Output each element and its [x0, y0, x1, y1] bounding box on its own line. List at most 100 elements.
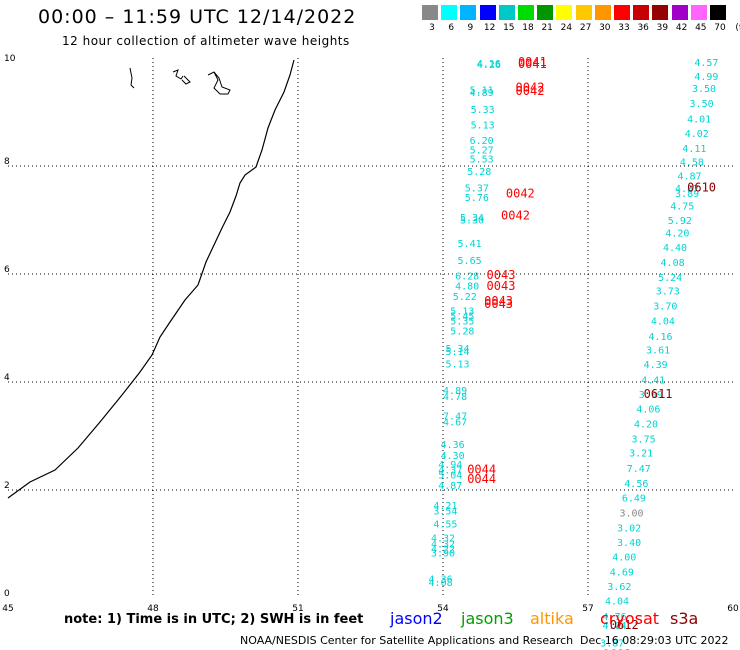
wave-height-label: 3.70: [653, 301, 677, 312]
wave-height-label: 4.87: [438, 481, 462, 492]
wave-height-label: 4.36: [429, 575, 453, 586]
wave-height-label: 5.34: [460, 213, 484, 224]
timestamp-text: Dec 16 08:29:03 UTC 2022: [580, 634, 729, 647]
x-tick-label: 45: [2, 604, 13, 614]
wave-height-label: 3.73: [656, 287, 680, 298]
wave-height-label: 4.39: [644, 360, 668, 371]
footnote: note: 1) Time is in UTC; 2) SWH is in fe…: [64, 612, 364, 627]
wave-height-label: 4.80: [455, 281, 479, 292]
wave-height-label: 4.99: [694, 72, 718, 83]
wave-height-label: 4.11: [682, 144, 706, 155]
wave-height-label: 4.41: [641, 375, 665, 386]
wave-height-label: 6.20: [470, 136, 494, 147]
wave-height-label: 4.02: [685, 129, 709, 140]
wave-height-label: 3.02: [617, 523, 641, 534]
scale-swatch: [710, 5, 726, 20]
wave-height-label: 4.36: [441, 440, 465, 451]
wave-height-label: 4.87: [675, 184, 699, 195]
wave-height-label: 0043: [487, 279, 516, 293]
scale-label: 42: [675, 23, 688, 33]
satellite-legend-item: s3a: [670, 609, 699, 628]
wave-height-label: 3.87: [600, 638, 624, 649]
wave-height-label: 4.08: [429, 578, 453, 589]
wave-height-label: 3.50: [692, 84, 716, 95]
wave-height-label: 4.00: [612, 552, 636, 563]
scale-label: 33: [618, 23, 630, 33]
wave-height-label: 4.08: [661, 258, 685, 269]
scale-swatch: [556, 5, 573, 20]
scale-swatch: [479, 5, 496, 20]
wave-height-label: 5.45: [450, 312, 474, 323]
scale-swatch: [633, 5, 650, 20]
y-tick-label: 10: [4, 54, 16, 64]
wave-height-label: 5.13: [445, 360, 469, 371]
scale-unit: (ft): [735, 23, 740, 33]
wave-height-label: 6.49: [622, 494, 646, 505]
scale-label: 18: [522, 23, 534, 33]
scale-label: 3: [429, 23, 435, 33]
wave-height-label: 5.41: [458, 239, 482, 250]
wave-height-label: 4.89: [443, 386, 467, 397]
scale-swatch: [575, 5, 592, 20]
x-tick-label: 51: [292, 604, 303, 614]
wave-height-label: 5.92: [668, 216, 692, 227]
scale-swatch: [518, 5, 534, 20]
wave-height-label: 4.30: [441, 451, 465, 462]
wave-height-label: 4.04: [651, 316, 675, 327]
scale-label: 36: [637, 23, 649, 33]
credit-text: NOAA/NESDIS Center for Satellite Applica…: [240, 634, 574, 647]
wave-height-label: 4.32: [431, 534, 455, 545]
wave-height-label: 3.62: [607, 582, 631, 593]
wave-height-label: 0044: [467, 472, 496, 486]
wave-height-label: 0610: [687, 181, 716, 195]
scale-swatch: [498, 5, 515, 20]
wave-height-label: 4.40: [663, 243, 687, 254]
scale-label: 27: [579, 23, 592, 33]
wave-height-label: 5.13: [471, 120, 495, 131]
x-tick-label: 57: [582, 604, 593, 614]
wave-height-label: 7.47: [627, 464, 651, 475]
wave-height-label: 5.76: [465, 193, 489, 204]
scale-swatch: [537, 5, 554, 20]
wave-height-label: 3.99: [639, 390, 663, 401]
wave-height-label: 4.87: [677, 172, 701, 183]
map-subtitle: 12 hour collection of altimeter wave hei…: [62, 34, 350, 48]
satellite-legend-item: jason2: [390, 609, 443, 628]
wave-height-label: 5.22: [453, 292, 477, 303]
wave-height-label: 3.54: [433, 507, 457, 518]
island-outline: [172, 69, 191, 85]
wave-height-label: 0041: [518, 57, 547, 71]
wave-height-label: 4.57: [694, 58, 718, 69]
map-title: 00:00 – 11:59 UTC 12/14/2022: [38, 6, 357, 28]
wave-height-label: 7.47: [443, 411, 467, 422]
wave-height-label: 4.16: [477, 59, 501, 70]
y-tick-label: 0: [4, 589, 10, 599]
wave-height-label: 4.67: [443, 417, 467, 428]
wave-height-label: 5.33: [471, 105, 495, 116]
wave-height-label: 4.20: [634, 420, 658, 431]
wave-height-label: 4.94: [438, 460, 462, 471]
scale-label: 70: [714, 23, 726, 33]
wave-height-label: 4.89: [470, 88, 494, 99]
y-tick-label: 4: [4, 373, 10, 383]
island-outline: [129, 67, 135, 89]
wave-height-label: 4.69: [610, 568, 634, 579]
y-tick-label: 8: [4, 157, 10, 167]
wave-height-label: 4.01: [687, 114, 711, 125]
wave-height-label: 4.22: [431, 544, 455, 555]
wave-height-label: 4.16: [648, 332, 672, 343]
wave-height-label: 4.06: [636, 404, 660, 415]
wave-height-label: 3.89: [675, 189, 699, 200]
wave-height-label: 5.35: [450, 316, 474, 327]
wave-height-label: 5.27: [470, 145, 494, 156]
wave-height-label: 3.75: [632, 435, 656, 446]
scale-swatch: [422, 5, 438, 20]
wave-height-label: 3.40: [617, 538, 641, 549]
wave-height-label: 4.21: [433, 501, 457, 512]
scale-label: 21: [541, 23, 553, 33]
scale-swatch: [652, 5, 669, 20]
scale-label: 45: [695, 23, 707, 33]
wave-height-label: 3.00: [619, 509, 643, 520]
wave-height-label: 4.32: [431, 539, 455, 550]
